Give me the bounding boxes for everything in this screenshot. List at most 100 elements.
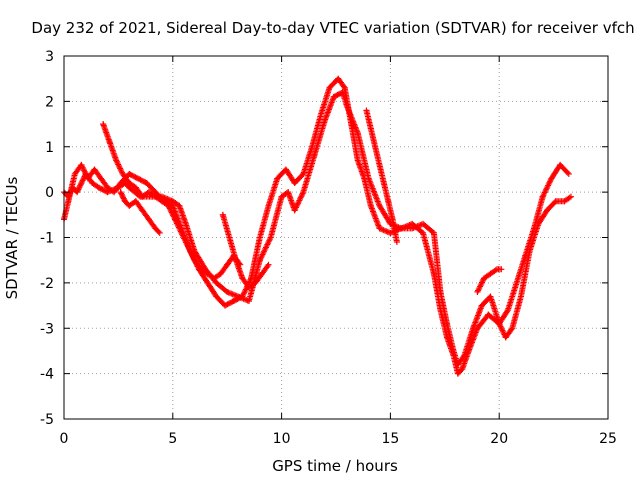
data-point [557, 161, 564, 168]
y-tick-label: -2 [40, 276, 54, 292]
data-point [367, 202, 374, 209]
data-marker [79, 164, 86, 171]
data-point [198, 266, 205, 273]
data-point [117, 180, 124, 187]
data-point [474, 288, 481, 295]
x-tick-label: 25 [599, 431, 617, 447]
data-point [409, 220, 416, 227]
data-marker [174, 221, 181, 228]
data-point [156, 229, 163, 236]
data-point [485, 311, 492, 318]
data-marker [118, 168, 125, 175]
data-marker [231, 291, 237, 298]
data-point [78, 180, 85, 187]
data-marker [374, 198, 381, 205]
data-point [113, 157, 120, 164]
data-marker [477, 283, 484, 290]
data-marker [181, 235, 188, 242]
data-marker [182, 238, 189, 245]
y-tick-label: 1 [45, 140, 54, 156]
data-point [420, 220, 427, 227]
data-point [132, 184, 139, 191]
data-marker [543, 186, 550, 193]
data-marker [401, 224, 407, 231]
data-marker [118, 191, 125, 198]
data-point [121, 198, 128, 205]
data-point [219, 211, 226, 218]
data-marker [477, 282, 484, 289]
series-track-g [117, 189, 163, 236]
data-point [367, 125, 374, 132]
data-point [245, 284, 252, 291]
data-marker [117, 165, 124, 172]
data-point [171, 216, 178, 223]
data-marker [262, 245, 269, 252]
data-marker [384, 228, 391, 235]
data-marker [380, 227, 387, 234]
data-point [311, 152, 318, 159]
data-marker [79, 177, 86, 184]
data-marker [396, 225, 403, 232]
data-marker [247, 276, 254, 283]
data-point [443, 334, 450, 341]
data-point [211, 275, 218, 282]
data-point [376, 225, 383, 232]
data-marker [169, 210, 176, 217]
data-point [182, 220, 189, 227]
data-point [291, 207, 298, 214]
data-point [259, 270, 266, 277]
data-marker [240, 292, 247, 299]
data-point [376, 202, 383, 209]
data-marker [402, 223, 409, 230]
data-marker [77, 181, 84, 188]
data-marker [79, 178, 86, 185]
data-marker [116, 164, 123, 171]
data-marker [118, 190, 125, 197]
data-point [126, 170, 133, 177]
data-marker [295, 200, 302, 207]
data-marker [372, 192, 379, 199]
data-point [84, 175, 91, 182]
data-point [509, 325, 516, 332]
grid-lines [64, 56, 608, 419]
x-tick-label: 20 [490, 431, 508, 447]
data-marker [498, 324, 505, 331]
data-marker [370, 188, 377, 195]
data-point [568, 193, 575, 200]
data-marker [113, 158, 120, 165]
data-point [111, 189, 118, 196]
series-track-e [363, 107, 400, 246]
data-marker [540, 192, 547, 199]
data-marker [368, 182, 375, 189]
data-point [117, 189, 124, 196]
data-marker [179, 232, 186, 239]
x-tick-label: 5 [168, 431, 177, 447]
data-point [158, 198, 165, 205]
data-point [376, 161, 383, 168]
data-point [256, 234, 263, 241]
data-marker [379, 226, 386, 233]
data-point [335, 75, 342, 82]
data-marker [117, 166, 124, 173]
data-marker [266, 237, 273, 244]
data-marker [546, 179, 553, 186]
data-marker [80, 165, 87, 172]
data-marker [377, 225, 384, 232]
data-point [239, 293, 246, 300]
data-point [552, 198, 559, 205]
data-marker [81, 168, 88, 175]
data-marker [120, 194, 127, 201]
data-point [498, 266, 505, 273]
data-marker [167, 206, 174, 213]
data-point [548, 175, 555, 182]
data-marker [115, 162, 122, 169]
data-marker [340, 83, 347, 90]
data-marker [179, 231, 186, 238]
data-marker [177, 227, 184, 234]
data-marker [74, 187, 81, 194]
data-marker [168, 209, 175, 216]
data-marker [226, 290, 233, 297]
y-tick-label: -3 [40, 321, 54, 337]
data-point [531, 225, 538, 232]
